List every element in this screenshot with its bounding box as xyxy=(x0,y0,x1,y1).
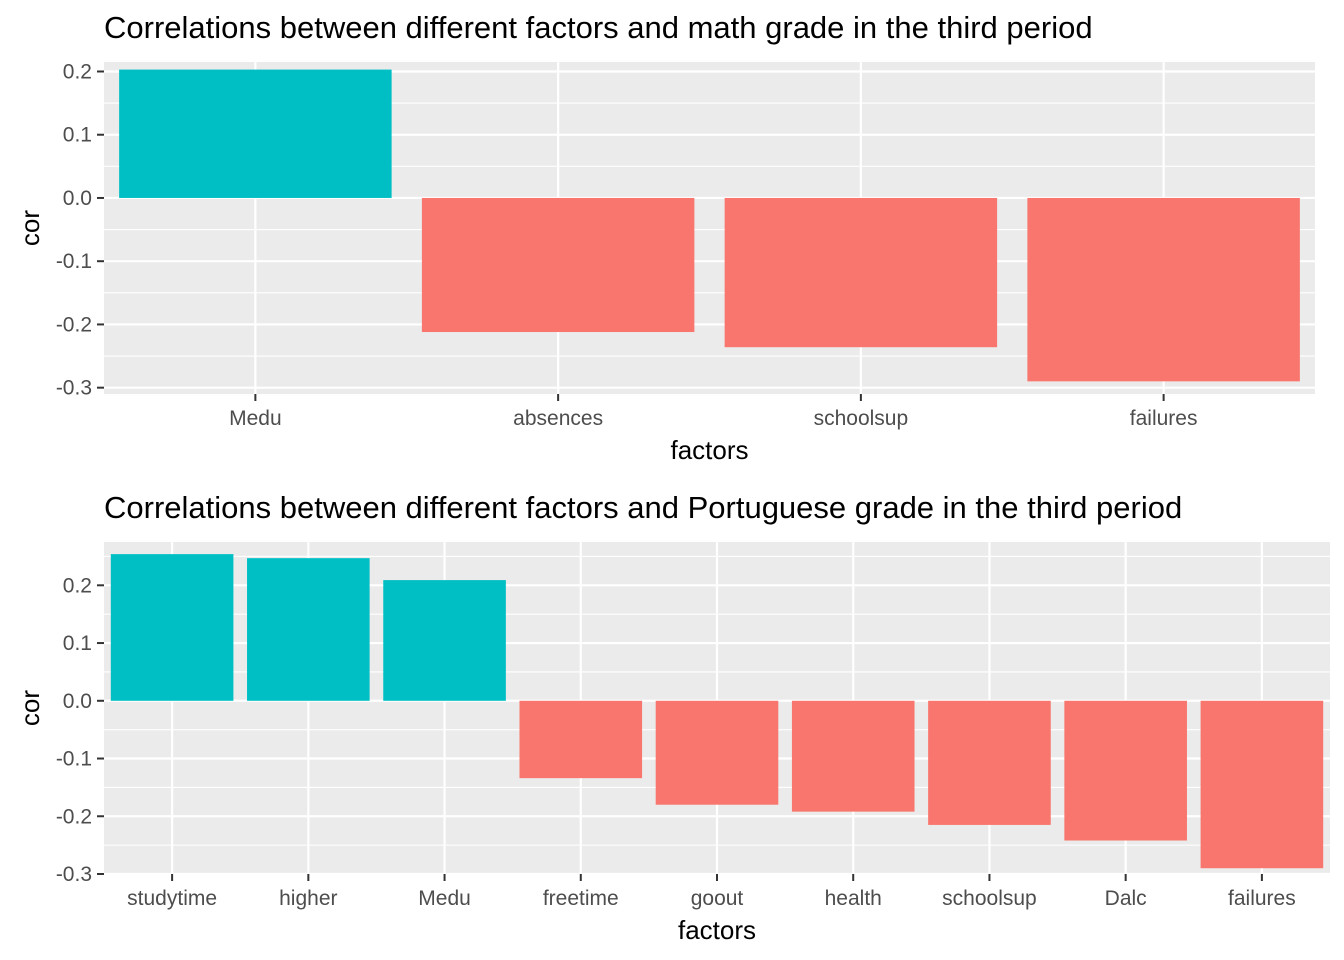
bar-medu xyxy=(119,69,392,198)
x-tick-label-failures: failures xyxy=(1228,887,1296,910)
bar-schoolsup xyxy=(724,197,998,348)
y-tick-label: -0.3 xyxy=(56,863,92,886)
x-tick-label-medu: Medu xyxy=(229,407,282,430)
bar-failures xyxy=(1200,700,1324,869)
x-tick-label-medu: Medu xyxy=(418,887,471,910)
y-tick-label: 0.0 xyxy=(63,690,92,713)
y-tick-label: -0.1 xyxy=(56,748,92,771)
x-tick-label-health: health xyxy=(825,887,882,910)
x-tick-label-higher: higher xyxy=(279,887,337,910)
y-tick-label: 0.0 xyxy=(63,187,92,210)
x-axis-title: factors xyxy=(670,435,748,465)
y-tick-label: -0.1 xyxy=(56,250,92,273)
x-tick-label-goout: goout xyxy=(691,887,744,910)
x-tick-label-schoolsup: schoolsup xyxy=(942,887,1037,910)
bar-absences xyxy=(421,197,695,333)
y-tick-label: 0.1 xyxy=(63,124,92,147)
chart-title-portuguese: Correlations between different factors a… xyxy=(104,490,1183,525)
bar-dalc xyxy=(1064,700,1187,841)
x-tick-label-freetime: freetime xyxy=(543,887,619,910)
bar-higher xyxy=(247,558,370,701)
bar-goout xyxy=(655,700,779,805)
bar-health xyxy=(791,700,915,812)
x-tick-label-schoolsup: schoolsup xyxy=(814,407,909,430)
chart-math: -0.3 -0.2 -0.1 0.0 0.1 0.2 Medu absences schools… xyxy=(15,60,1315,465)
bar-schoolsup xyxy=(928,700,1051,825)
y-tick-label: 0.2 xyxy=(63,60,92,83)
x-tick-label-dalc: Dalc xyxy=(1105,887,1147,910)
x-tick-label-studytime: studytime xyxy=(127,887,217,910)
y-tick-label: 0.1 xyxy=(63,632,92,655)
bar-freetime xyxy=(519,700,643,779)
y-tick-label: -0.3 xyxy=(56,377,92,400)
x-axis-title: factors xyxy=(678,915,756,945)
bar-failures xyxy=(1027,197,1300,382)
y-axis-title: cor xyxy=(15,690,45,726)
y-axis-title: cor xyxy=(15,210,45,246)
bar-medu xyxy=(383,580,506,701)
x-tick-label-absences: absences xyxy=(513,407,603,430)
bar-studytime xyxy=(110,554,234,701)
y-tick-label: 0.2 xyxy=(63,574,92,597)
x-tick-label-failures: failures xyxy=(1130,407,1198,430)
y-tick-label: -0.2 xyxy=(56,805,92,828)
chart-title-math: Correlations between different factors a… xyxy=(104,10,1093,45)
y-tick-label: -0.2 xyxy=(56,313,92,336)
